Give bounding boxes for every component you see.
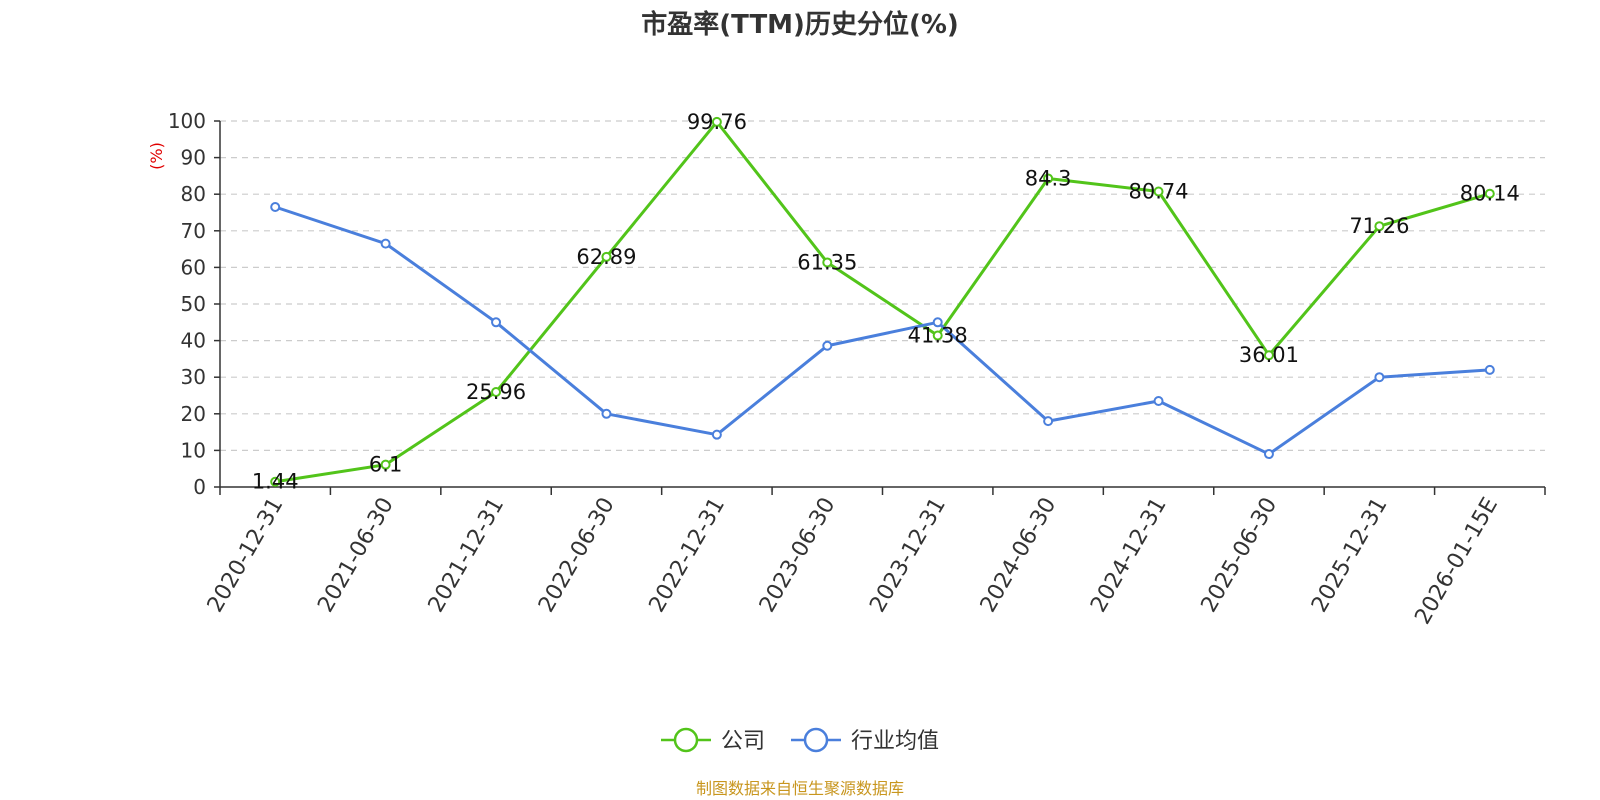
data-label: 41.38: [908, 324, 968, 348]
data-labels: 1.44 6.1 25.96 62.89 99.76 61.35 41.38 84.3 80.7…: [252, 110, 1520, 494]
data-point: [1263, 449, 1274, 460]
x-tick-label: 2026-01-15E: [1410, 494, 1503, 629]
x-tick-label: 2023-06-30: [755, 494, 841, 617]
data-point: [1484, 364, 1495, 375]
legend-marker: [673, 727, 699, 753]
chart-title: 市盈率(TTM)历史分位(%): [641, 9, 959, 40]
legend-marker: [803, 727, 829, 753]
x-tick-label: 2023-12-31: [865, 493, 951, 616]
data-label: 80.14: [1460, 182, 1520, 206]
grid-lines: [220, 120, 1545, 451]
y-tick-label: 80: [181, 182, 206, 206]
x-tick-label: 2021-06-30: [313, 494, 399, 617]
legend-label: 行业均值: [851, 729, 939, 754]
x-tick-label: 2024-12-31: [1086, 494, 1172, 617]
y-tick-label: 50: [181, 292, 206, 316]
data-point: [491, 386, 502, 397]
data-point: [1374, 372, 1385, 383]
data-point: [270, 476, 281, 487]
data-point: [380, 238, 391, 249]
data-point: [601, 251, 612, 262]
data-label: 71.26: [1349, 214, 1409, 238]
data-label: 36.01: [1239, 343, 1299, 367]
series-lines: [270, 116, 1495, 487]
data-point: [711, 429, 722, 440]
x-tick-label: 2020-12-31: [203, 494, 289, 617]
y-tick-label: 90: [181, 146, 206, 170]
series-line-1: [274, 205, 1490, 456]
y-tick-label: 40: [181, 329, 206, 353]
data-label: 99.76: [687, 110, 747, 134]
x-tick-label: 2024-06-30: [976, 494, 1062, 617]
data-point: [1043, 416, 1054, 427]
data-label: 25.96: [466, 380, 526, 404]
data-label: 1.44: [252, 470, 299, 494]
data-point: [491, 317, 502, 328]
data-point: [1263, 350, 1274, 361]
x-tick-label: 2021-12-31: [424, 493, 510, 616]
data-point: [601, 408, 612, 419]
y-tick-label: 10: [181, 438, 206, 462]
series-line-0: [274, 120, 1491, 484]
y-tick-label: 20: [181, 402, 206, 426]
data-point: [270, 202, 281, 213]
data-point: [822, 257, 833, 268]
data-point: [1153, 186, 1164, 197]
x-tick-label: 2022-06-30: [534, 494, 620, 617]
x-tick-label: 2025-06-30: [1197, 494, 1283, 617]
data-point: [380, 459, 391, 470]
data-point: [932, 317, 943, 328]
x-tick-label: 2025-12-31: [1307, 494, 1393, 617]
y-tick-label: 100: [168, 109, 206, 133]
data-point: [711, 116, 722, 127]
source-note: 制图数据来自恒生聚源数据库: [696, 779, 904, 798]
data-point: [1043, 173, 1054, 184]
axes: 0 10 20 30 40 50 60 70 80 90 100 2020-12-31 2021-06-…: [168, 109, 1546, 629]
data-point: [1374, 221, 1385, 232]
data-point: [822, 340, 833, 351]
legend-item[interactable]: 行业均值: [791, 727, 939, 754]
data-point: [932, 330, 943, 341]
data-label: 62.89: [576, 245, 636, 269]
y-tick-label: 0: [193, 475, 206, 499]
y-tick-label: 70: [181, 219, 206, 243]
y-tick-label: 60: [181, 255, 206, 279]
data-label: 80.74: [1128, 179, 1188, 203]
data-label: 84.3: [1025, 166, 1072, 190]
legend-label: 公司: [721, 729, 765, 754]
legend[interactable]: 公司 行业均值: [661, 727, 939, 754]
data-point: [1153, 395, 1164, 406]
data-label: 61.35: [797, 250, 857, 274]
data-label: 6.1: [369, 453, 402, 477]
y-axis-label: (%): [147, 142, 166, 170]
x-tick-label: 2022-12-31: [644, 494, 730, 617]
legend-item[interactable]: 公司: [661, 727, 765, 754]
y-tick-label: 30: [181, 365, 206, 389]
data-point: [1484, 188, 1495, 199]
